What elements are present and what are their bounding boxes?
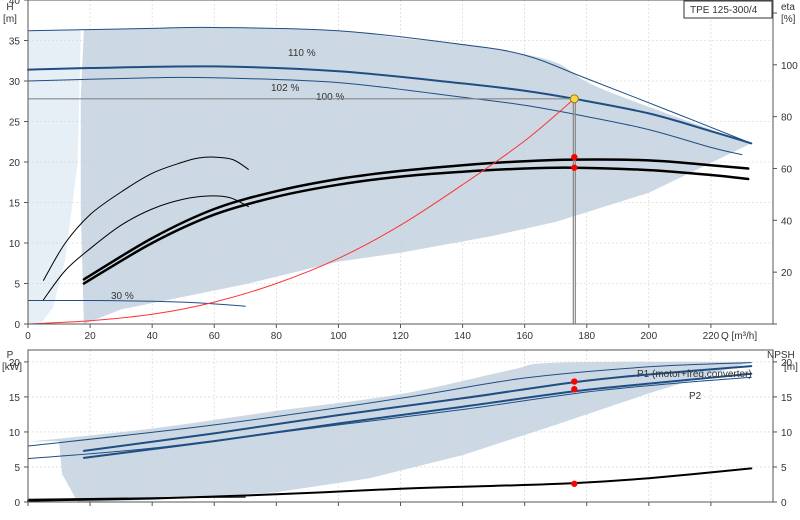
duty-point-marker (569, 94, 579, 104)
hq-y-axis-label-unit: [m] (3, 14, 17, 25)
power-y-axis-label-title: P (7, 350, 14, 361)
hq-y-axis-label-title: H (6, 2, 13, 13)
speed-curve-label-2: 100 % (316, 92, 344, 103)
model-label-box (683, 0, 773, 19)
power-y-tick-label: 15 (9, 393, 21, 404)
power-point-marker (571, 386, 578, 393)
hq-y-tick-label: 15 (9, 199, 21, 210)
hq-eta-tick-label: 80 (781, 113, 793, 124)
hq-x-tick-label: 140 (454, 331, 471, 342)
hq-x-axis-label: Q [m³/h] (721, 331, 757, 342)
hq-x-tick-label: 220 (703, 331, 720, 342)
power-series-line-2 (27, 362, 752, 447)
model-label: TPE 125-300/4 (690, 5, 758, 16)
hq-series-line-1 (27, 65, 753, 145)
hq-x-tick-label: 160 (516, 331, 533, 342)
power-npsh-tick-label: 10 (781, 428, 793, 439)
power-y-axis-label-unit: [kW] (2, 362, 22, 373)
power-point-marker (571, 378, 578, 385)
hq-y-tick-label: 35 (9, 37, 21, 48)
power-y-tick-label: 10 (9, 428, 21, 439)
hq-y-tick-label: 0 (14, 320, 20, 331)
hq-series-line-2 (27, 76, 743, 156)
hq-eta-tick-label: 20 (781, 268, 793, 279)
power-point-marker (571, 480, 578, 487)
hq-series-line-4 (82, 166, 750, 285)
hq-y-tick-label: 10 (9, 239, 21, 250)
power-npsh-tick-label: 5 (781, 463, 787, 474)
hq-x-tick-label: 180 (578, 331, 595, 342)
hq-y-tick-label: 40 (9, 0, 21, 7)
efficiency-point-marker (571, 153, 578, 161)
hq-y-tick-label: 5 (14, 280, 20, 291)
hq-y2-axis-label-unit: [%] (781, 14, 796, 25)
speed-curve-label-3: 30 % (111, 291, 134, 302)
hq-y-tick-label: 25 (9, 118, 21, 129)
power-series-line-0 (82, 365, 753, 452)
hq-y2-axis-label-title: eta (781, 2, 795, 13)
p2-series-label: P2 (689, 391, 702, 402)
hq-series-line-7 (43, 195, 249, 301)
power-y2-axis-label-title: NPSH (767, 350, 795, 361)
power-npsh-tick-label: 15 (781, 393, 793, 404)
power-series-line-4 (27, 467, 753, 502)
hq-series-line-3 (27, 299, 246, 307)
speed-curve-label-0: 110 % (288, 48, 316, 59)
hq-series-line-5 (82, 158, 750, 281)
speed-curve-label-1: 102 % (271, 83, 299, 94)
p1-series-label: P1 (motor+freq.converter) (637, 369, 752, 380)
hq-eta-tick-label: 100 (781, 61, 798, 72)
power-y-tick-label: 0 (14, 498, 20, 509)
power-series-line-5 (27, 496, 246, 500)
hq-y-tick-label: 30 (9, 77, 21, 88)
power-series-line-3 (27, 376, 752, 460)
hq-x-tick-label: 60 (209, 331, 221, 342)
hq-x-tick-label: 40 (147, 331, 159, 342)
hq-eta-tick-label: 40 (781, 216, 793, 227)
hq-x-tick-label: 80 (271, 331, 283, 342)
power-y2-axis-label-unit: [m] (784, 362, 798, 373)
efficiency-point-marker (571, 164, 578, 171)
power-npsh-tick-label: 0 (781, 498, 787, 509)
hq-envelope-light (28, 30, 81, 324)
power-y-tick-label: 5 (14, 463, 20, 474)
hq-series-line-6 (43, 156, 249, 281)
hq-x-tick-label: 0 (25, 331, 31, 342)
hq-x-tick-label: 120 (392, 331, 409, 342)
power-npsh-tick-label: 20 (781, 358, 793, 369)
hq-y-tick-label: 20 (9, 158, 21, 169)
hq-series-line-0 (27, 26, 752, 144)
power-y-tick-label: 20 (9, 358, 21, 369)
hq-series-line-8 (27, 98, 575, 325)
hq-x-tick-label: 20 (85, 331, 97, 342)
hq-x-tick-label: 200 (640, 331, 657, 342)
hq-x-tick-label: 100 (330, 331, 347, 342)
hq-eta-tick-label: 60 (781, 164, 793, 175)
